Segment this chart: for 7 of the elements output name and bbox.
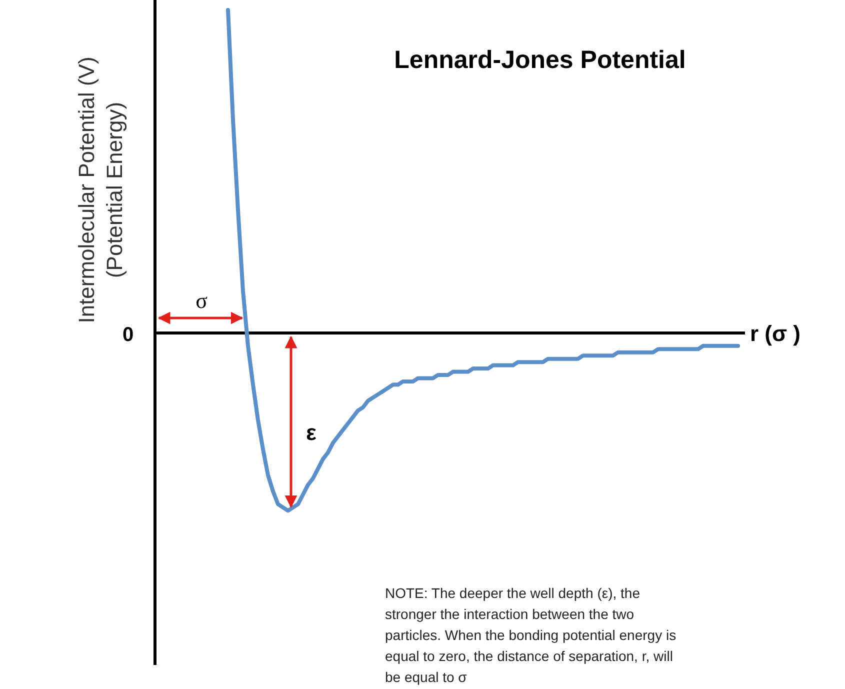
text: σ bbox=[196, 288, 208, 313]
text: NOTE: The deeper the well depth (ε), the stronger the interaction between the two particles. When the bonding potential energy is equal to zero, the distance of separation, r, will be equal to σ bbox=[385, 584, 678, 687]
y-axis-title: Intermolecular Potential (V) (Potential Energy) bbox=[74, 56, 127, 324]
annotation: ε bbox=[306, 420, 317, 445]
x-axis-title: r (σ ) bbox=[750, 321, 800, 346]
text: Lennard-Jones Potential bbox=[394, 46, 686, 74]
text: 0 bbox=[122, 324, 134, 346]
